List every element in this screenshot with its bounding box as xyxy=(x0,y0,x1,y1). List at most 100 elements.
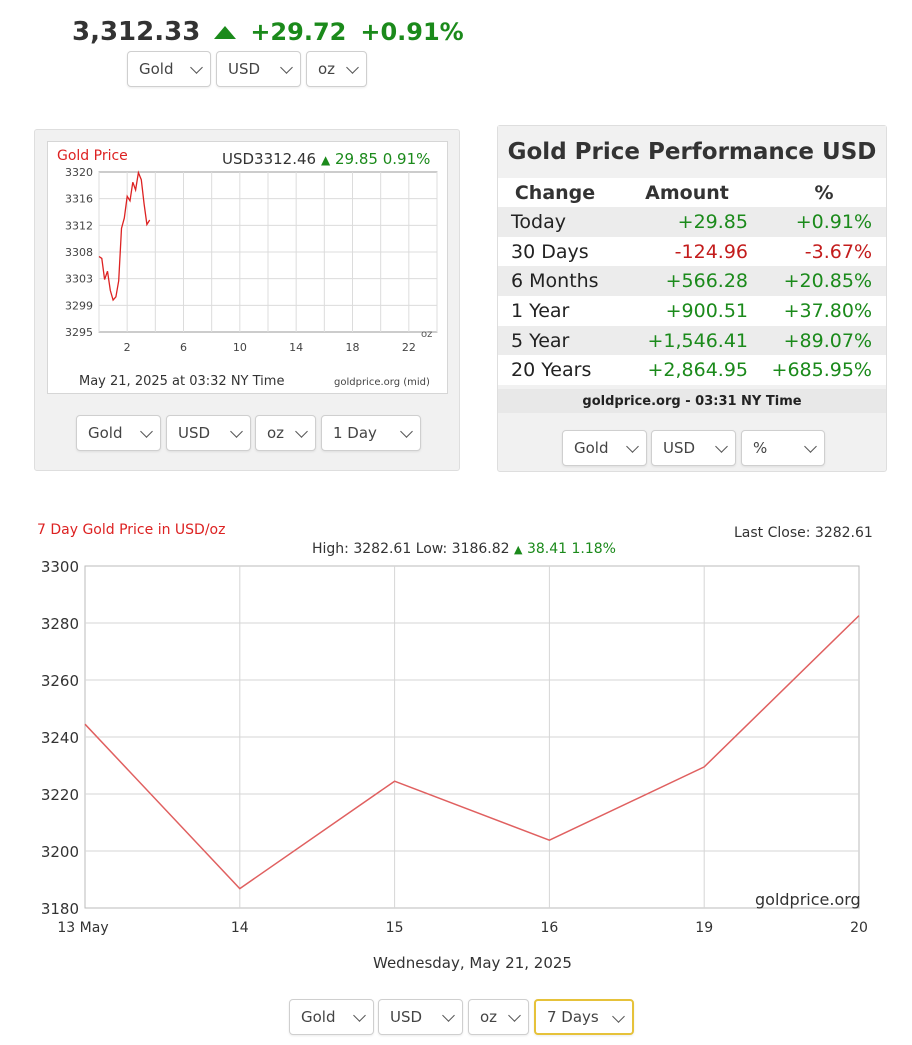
period-cell: 20 Years xyxy=(511,359,592,382)
intraday-chart: Gold Price USD3312.46 ▲ 29.85 0.91% 3320… xyxy=(47,141,448,394)
chevron-down-icon xyxy=(508,1009,521,1022)
up-triangle-icon: ▲ xyxy=(321,153,331,167)
percent-cell: +20.85% xyxy=(762,266,886,297)
weekly-currency-select[interactable]: USD xyxy=(378,999,463,1035)
period-cell: 30 Days xyxy=(511,240,589,263)
chevron-down-icon xyxy=(230,425,243,438)
x-tick-label: 2 xyxy=(124,341,131,354)
table-row: 20 Years +2,864.95 +685.95% xyxy=(498,355,886,385)
intraday-metal-select[interactable]: Gold xyxy=(76,415,161,451)
y-tick-label: 3260 xyxy=(41,672,79,690)
x-tick-label: 10 xyxy=(233,341,247,354)
intraday-currency-select[interactable]: USD xyxy=(166,415,251,451)
column-header: Change xyxy=(514,181,596,204)
weekly-metal-select[interactable]: Gold xyxy=(289,999,374,1035)
chevron-down-icon xyxy=(612,1010,625,1023)
select-value: oz xyxy=(267,424,285,442)
spot-change-pct: +0.91% xyxy=(360,18,464,46)
percent-cell: +37.80% xyxy=(783,299,872,322)
period-cell: 1 Year xyxy=(511,299,570,322)
last-close: Last Close: 3282.61 xyxy=(734,525,873,541)
y-tick-label: 3220 xyxy=(41,786,79,804)
select-value: % xyxy=(753,439,768,457)
select-value: Gold xyxy=(301,1008,336,1026)
performance-panel: Gold Price Performance USD Change Amount… xyxy=(497,125,887,472)
y-tick-label: 3240 xyxy=(41,729,79,747)
column-header: Amount xyxy=(645,181,729,204)
amount-cell: +566.28 xyxy=(612,266,762,297)
table-row: 30 Days -124.96 -3.67% xyxy=(498,237,886,267)
table-row: 1 Year +900.51 +37.80% xyxy=(498,296,886,326)
select-value: USD xyxy=(390,1008,423,1026)
amount-cell: +29.85 xyxy=(612,207,762,237)
weekly-change-value: 38.41 1.18% xyxy=(526,541,616,557)
performance-footer: goldprice.org - 03:31 NY Time xyxy=(498,389,886,413)
column-header: % xyxy=(814,181,834,204)
up-triangle-icon: ▲ xyxy=(514,543,523,556)
intraday-date: May 21, 2025 at 03:32 NY Time xyxy=(79,374,285,389)
weekly-chart-title: 7 Day Gold Price in USD/oz xyxy=(37,522,226,538)
top-unit-select[interactable]: oz xyxy=(306,51,367,87)
x-tick-label: 19 xyxy=(695,920,713,936)
performance-title: Gold Price Performance USD xyxy=(498,126,886,178)
chevron-down-icon xyxy=(140,425,153,438)
x-tick-label: 16 xyxy=(540,920,558,936)
chevron-down-icon xyxy=(715,440,728,453)
intraday-change-value: 29.85 xyxy=(335,150,378,168)
intraday-chart-panel: Gold Price USD3312.46 ▲ 29.85 0.91% 3320… xyxy=(34,129,460,471)
select-value: USD xyxy=(228,60,261,78)
top-metal-select[interactable]: Gold xyxy=(127,51,211,87)
select-value: USD xyxy=(663,439,696,457)
period-cell: 6 Months xyxy=(498,266,612,297)
weekly-range-select[interactable]: 7 Days xyxy=(534,999,634,1035)
x-tick-label: 15 xyxy=(386,920,404,936)
select-value: oz xyxy=(318,60,336,78)
table-row: 5 Year +1,546.41 +89.07% xyxy=(498,325,886,356)
price-line xyxy=(98,170,151,302)
x-tick-label: 6 xyxy=(180,341,187,354)
performance-unit-select[interactable]: % xyxy=(741,430,825,466)
percent-cell: -3.67% xyxy=(804,240,872,263)
unit-label: oz xyxy=(421,329,433,340)
up-arrow-icon xyxy=(214,25,237,39)
table-row: 6 Months +566.28 +20.85% xyxy=(498,266,886,297)
select-value: Gold xyxy=(139,60,174,78)
y-tick-label: 3303 xyxy=(65,273,93,286)
x-tick-label: 13 May xyxy=(57,920,108,936)
intraday-source: goldprice.org (mid) xyxy=(334,377,430,388)
weekly-high-low: High: 3282.61 Low: 3186.82 xyxy=(312,541,510,557)
select-value: Gold xyxy=(88,424,123,442)
chevron-down-icon xyxy=(295,425,308,438)
x-tick-label: 22 xyxy=(402,341,416,354)
intraday-range-select[interactable]: 1 Day xyxy=(321,415,421,451)
chevron-down-icon xyxy=(400,425,413,438)
chevron-down-icon xyxy=(626,440,639,453)
y-tick-label: 3308 xyxy=(65,246,93,259)
performance-currency-select[interactable]: USD xyxy=(651,430,736,466)
period-cell: 5 Year xyxy=(498,325,612,356)
x-tick-label: 20 xyxy=(850,920,868,936)
chevron-down-icon xyxy=(280,61,293,74)
intraday-unit-select[interactable]: oz xyxy=(255,415,316,451)
intraday-price: USD3312.46 xyxy=(222,150,317,168)
intraday-change-pct: 0.91% xyxy=(382,150,431,168)
intraday-plot: 3320 3316 3312 3308 3303 3299 3295 2 6 10 14 18 22 xyxy=(65,166,438,354)
performance-table: Change Amount % Today +29.85 +0.91% 30 Days… xyxy=(498,178,886,386)
y-tick-label: 3299 xyxy=(65,299,93,312)
weekly-stats: High: 3282.61 Low: 3186.82 ▲ 38.41 1.18% xyxy=(312,541,616,557)
chevron-down-icon xyxy=(346,61,359,74)
spot-price: 3,312.33 xyxy=(72,17,201,47)
percent-cell: +0.91% xyxy=(762,207,886,237)
weekly-unit-select[interactable]: oz xyxy=(468,999,529,1035)
chevron-down-icon xyxy=(442,1009,455,1022)
top-currency-select[interactable]: USD xyxy=(216,51,301,87)
spot-quote: 3,312.33 +29.72 +0.91% xyxy=(72,14,478,50)
y-tick-label: 3316 xyxy=(65,193,93,206)
weekly-watermark: goldprice.org xyxy=(755,890,861,909)
y-tick-label: 3200 xyxy=(41,843,79,861)
chevron-down-icon xyxy=(804,440,817,453)
performance-metal-select[interactable]: Gold xyxy=(562,430,647,466)
weekly-plot: 13 May 14 15 16 19 20 3300 3280 3260 3240 3220 3200… xyxy=(41,558,868,936)
intraday-chart-title: Gold Price xyxy=(57,148,128,164)
percent-cell: +89.07% xyxy=(762,325,886,356)
